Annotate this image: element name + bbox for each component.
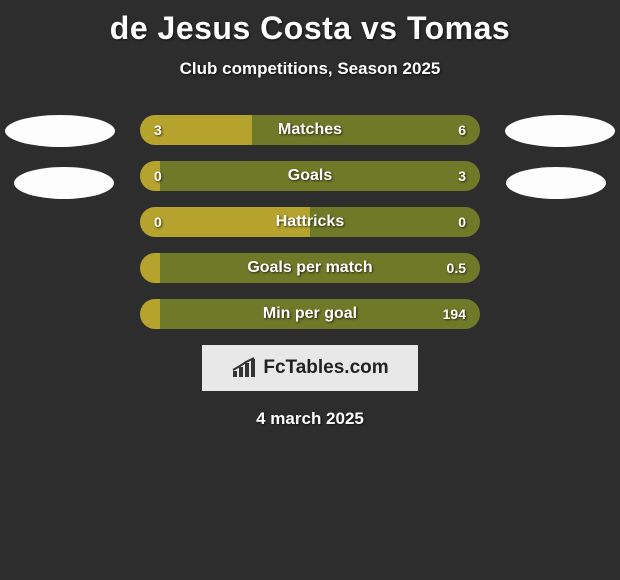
bar-right-fill bbox=[252, 115, 480, 145]
bar-right-fill bbox=[160, 253, 480, 283]
comparison-chart: Matches36 Goals03 Hattricks00 Goals per mat… bbox=[0, 115, 620, 329]
bar-row: Matches36 bbox=[140, 115, 480, 145]
player-left-avatar-1 bbox=[5, 115, 115, 147]
player-left-avatar-2 bbox=[14, 167, 114, 199]
bar-row: Hattricks00 bbox=[140, 207, 480, 237]
bar-right-fill bbox=[160, 161, 480, 191]
bars-container: Matches36 Goals03 Hattricks00 Goals per mat… bbox=[140, 115, 480, 329]
bar-row: Goals03 bbox=[140, 161, 480, 191]
bar-row: Goals per match0.5 bbox=[140, 253, 480, 283]
page-title: de Jesus Costa vs Tomas bbox=[0, 0, 620, 47]
date-label: 4 march 2025 bbox=[0, 409, 620, 429]
player-right-avatar-1 bbox=[505, 115, 615, 147]
bar-left-fill bbox=[140, 299, 160, 329]
bar-left-fill bbox=[140, 207, 310, 237]
player-right-avatar-2 bbox=[506, 167, 606, 199]
bar-right-fill bbox=[310, 207, 480, 237]
bar-left-fill bbox=[140, 161, 160, 191]
bar-row: Min per goal194 bbox=[140, 299, 480, 329]
bar-left-fill bbox=[140, 115, 252, 145]
page-subtitle: Club competitions, Season 2025 bbox=[0, 59, 620, 79]
logo-badge: FcTables.com bbox=[202, 345, 418, 391]
bar-right-fill bbox=[160, 299, 480, 329]
bar-left-fill bbox=[140, 253, 160, 283]
chart-icon bbox=[231, 357, 257, 379]
logo-text: FcTables.com bbox=[263, 357, 388, 379]
